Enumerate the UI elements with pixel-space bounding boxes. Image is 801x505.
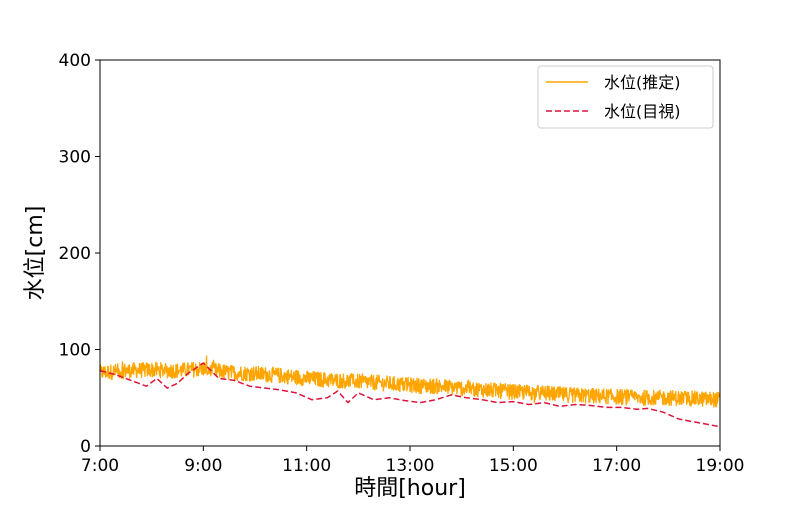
x-tick-label: 19:00 <box>696 456 745 476</box>
legend: 水位(推定) 水位(目視) <box>537 65 714 129</box>
x-tick-label: 13:00 <box>386 456 435 476</box>
y-tick-label: 400 <box>59 51 91 71</box>
x-tick-label: 7:00 <box>81 456 119 476</box>
legend-label-estimated: 水位(推定) <box>604 73 681 92</box>
x-tick-label: 15:00 <box>489 456 538 476</box>
series-line-visual <box>99 362 721 428</box>
y-tick-label: 300 <box>59 148 91 168</box>
x-tick-label: 17:00 <box>592 456 641 476</box>
x-tick-label: 11:00 <box>282 456 331 476</box>
legend-label-visual: 水位(目視) <box>604 102 681 121</box>
y-tick-label: 200 <box>59 244 91 264</box>
x-axis-label: 時間[hour] <box>354 476 466 501</box>
series-line-estimated <box>99 355 721 408</box>
plot-area <box>99 355 721 428</box>
y-tick-label: 0 <box>80 437 91 457</box>
y-tick-label: 100 <box>59 341 91 361</box>
y-axis-label: 水位[cm] <box>23 206 48 301</box>
x-tick-label: 9:00 <box>184 456 222 476</box>
axis-ticks: 7:00 9:00 11:00 13:00 15:00 17:00 19:00 0 100 200… <box>59 51 745 476</box>
